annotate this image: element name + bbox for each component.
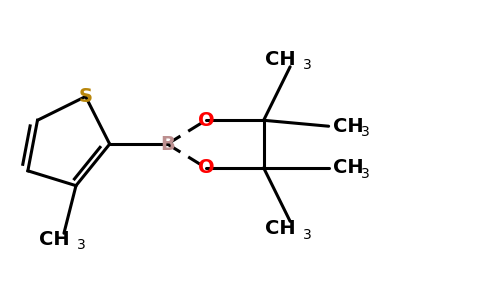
Text: CH: CH — [333, 117, 364, 136]
Text: S: S — [78, 87, 92, 106]
Text: O: O — [197, 158, 214, 177]
Text: CH: CH — [39, 230, 70, 249]
Text: CH: CH — [333, 158, 364, 177]
Text: CH: CH — [265, 219, 296, 238]
Text: 3: 3 — [361, 167, 370, 181]
Text: 3: 3 — [361, 125, 370, 139]
Text: B: B — [160, 135, 175, 154]
Text: CH: CH — [265, 50, 296, 69]
Text: 3: 3 — [77, 238, 86, 252]
Text: 3: 3 — [303, 58, 312, 72]
Text: O: O — [197, 111, 214, 130]
Text: 3: 3 — [303, 228, 312, 242]
